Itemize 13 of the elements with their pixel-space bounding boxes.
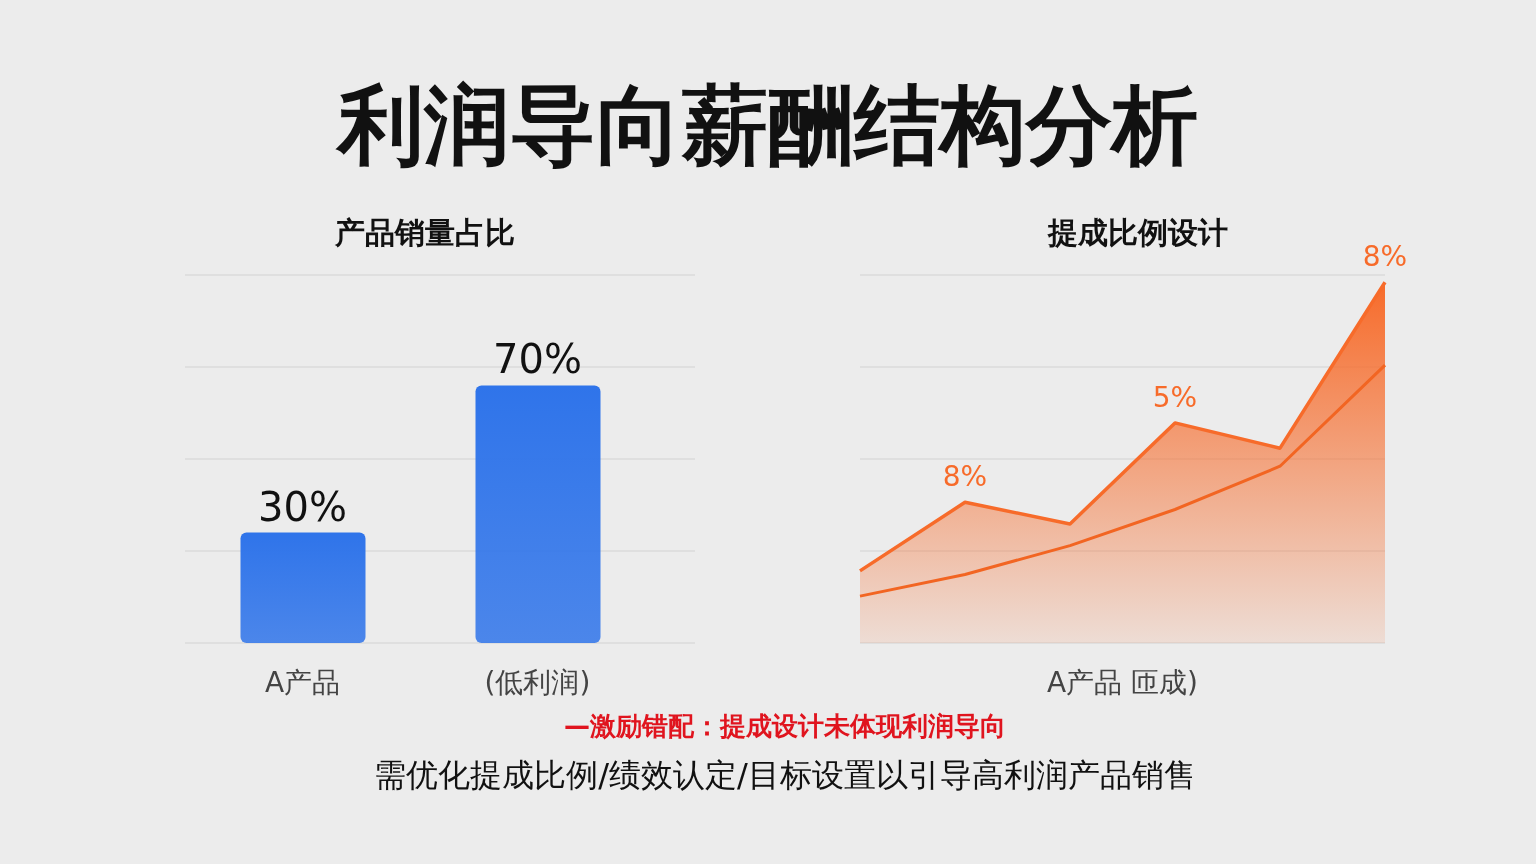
text: 需优化提成比例/绩效认定/目标设置以引导高利润产品销售 [374,756,1196,794]
annotation: 5% [1152,380,1198,414]
text: —激励错配：提成设计未体现利润导向 [564,711,1006,741]
text: 8% [1362,240,1408,274]
x-axis-title: A产品 匝成) [1047,666,1198,699]
x-tick-label: A产品 [264,666,341,699]
chart-title: 产品销量占比 [334,215,515,250]
data-label: 70% [493,336,582,383]
x-tick-label: (低利润) [484,666,591,699]
data-label: 30% [258,483,347,530]
chart-title: 提成比例设计 [1047,215,1228,250]
text: 利润导向薪酬结构分析 [335,75,1198,175]
annotation: 8% [942,460,988,494]
